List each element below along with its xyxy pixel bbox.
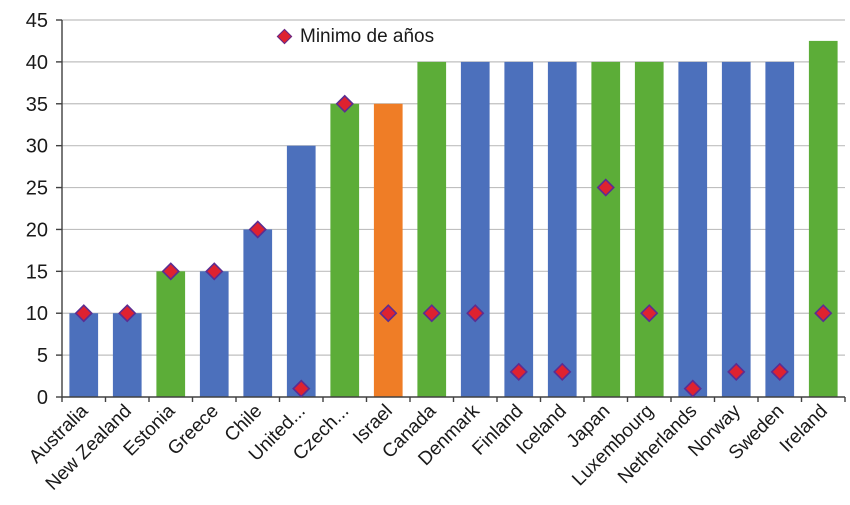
bar: [547, 61, 577, 398]
bar: [156, 271, 186, 397]
bar: [634, 61, 664, 398]
marker-diamond: [422, 304, 441, 323]
marker-diamond: [814, 304, 833, 323]
bar: [460, 61, 490, 398]
y-axis-label: 35: [26, 94, 48, 116]
marker-diamond: [292, 379, 311, 398]
y-axis-label: 25: [26, 178, 48, 200]
y-axis-label: 40: [26, 52, 48, 74]
marker-diamond: [161, 262, 180, 281]
marker-diamond: [118, 304, 137, 323]
marker-diamond: [466, 304, 485, 323]
bar: [286, 145, 316, 397]
bar: [678, 61, 708, 398]
bar: [765, 61, 795, 398]
y-axis-label: 5: [37, 345, 48, 367]
bar: [112, 313, 142, 397]
x-axis-label: Ireland: [776, 401, 832, 457]
marker-diamond: [640, 304, 659, 323]
y-axis-label: 20: [26, 219, 48, 241]
bar: [373, 103, 403, 398]
x-axis-label: Iceland: [513, 401, 571, 459]
y-axis-label: 45: [26, 10, 48, 32]
bar: [417, 61, 447, 398]
marker-diamond: [205, 262, 224, 281]
marker-diamond: [248, 220, 267, 239]
bar: [721, 61, 751, 398]
bar: [330, 103, 360, 398]
marker-diamond: [727, 362, 746, 381]
bar: [69, 313, 99, 397]
y-axis-label: 30: [26, 136, 48, 158]
marker-diamond: [596, 178, 615, 197]
bar: [504, 61, 534, 398]
legend: Minimo de años: [276, 26, 435, 47]
bar: [591, 61, 621, 398]
y-axis-label: 0: [37, 387, 48, 409]
marker-diamond: [770, 362, 789, 381]
legend-label: Minimo de años: [300, 26, 435, 47]
y-axis-label: 15: [26, 261, 48, 283]
bar: [199, 271, 229, 397]
bar: [243, 229, 273, 397]
marker-diamond: [74, 304, 93, 323]
y-axis-label: 10: [26, 303, 48, 325]
marker-diamond: [335, 94, 354, 113]
diamond-icon: [276, 28, 293, 45]
marker-diamond: [553, 362, 572, 381]
bar: [808, 40, 838, 398]
marker-diamond: [683, 379, 702, 398]
marker-diamond: [509, 362, 528, 381]
marker-diamond: [379, 304, 398, 323]
